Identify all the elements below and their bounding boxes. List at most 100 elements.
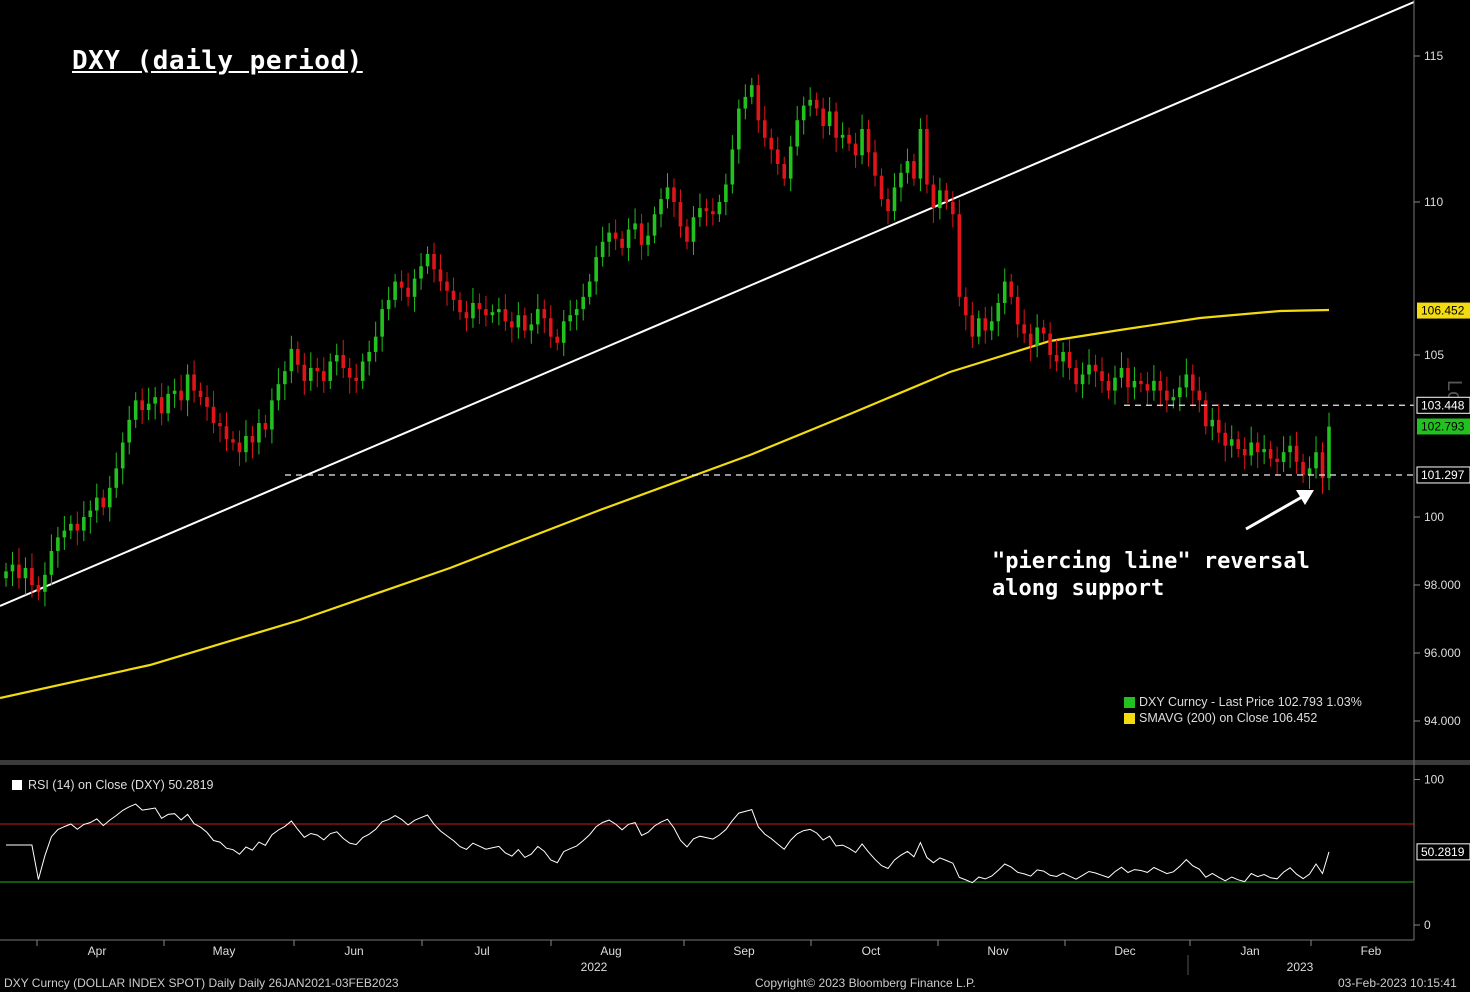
footer-copyright: Copyright© 2023 Bloomberg Finance L.P. <box>755 976 976 990</box>
legend-row-last-price[interactable]: DXY Curncy - Last Price 102.793 1.03% <box>1112 694 1362 710</box>
candle-body <box>1184 374 1189 388</box>
candle-body <box>970 315 975 337</box>
candle-body <box>172 390 177 394</box>
rsi-legend-label: RSI (14) on Close (DXY) 50.2819 <box>28 778 214 792</box>
annotation-line-2: along support <box>992 576 1165 601</box>
candle-body <box>30 568 34 585</box>
sma-200-line <box>0 308 1330 700</box>
price-tag-label: 106.452 <box>1421 304 1465 318</box>
rsi-panel: 100 0 50.2819 <box>0 766 1470 940</box>
candle-body <box>782 164 787 179</box>
candle-body <box>750 85 754 97</box>
candle-body <box>672 187 676 202</box>
candle-body <box>1216 419 1221 433</box>
candle-body <box>283 371 287 385</box>
candle-body <box>497 309 501 313</box>
price-tick-label: 98.000 <box>1424 578 1461 592</box>
candle-body <box>1009 281 1014 297</box>
month-label-apr: Apr <box>88 944 107 958</box>
price-tag-106-452: 106.452 <box>1417 302 1470 319</box>
price-tick-label: 115 <box>1424 49 1443 63</box>
price-tag-box <box>1417 418 1470 435</box>
candle-body <box>43 574 47 592</box>
candle-body <box>1307 468 1312 475</box>
annotation-text: "piercing line" reversal along support <box>992 548 1310 602</box>
month-label-nov: Nov <box>987 944 1008 958</box>
month-label-sep: Sep <box>733 944 755 958</box>
candle-body <box>393 281 397 300</box>
candle-body <box>983 318 988 331</box>
candle-body <box>659 199 663 215</box>
candle-body <box>263 423 268 430</box>
support-lines-layer <box>285 404 1414 476</box>
candle-body <box>873 152 877 176</box>
price-tag-101-297: 101.297 <box>1416 466 1470 484</box>
candle-body <box>471 302 475 319</box>
candle-body <box>976 318 981 337</box>
candle-body <box>853 143 858 156</box>
candle-body <box>458 299 462 313</box>
candle-body <box>432 254 436 270</box>
footer-security: DXY Curncy (DOLLAR INDEX SPOT) Daily Dai… <box>4 976 399 990</box>
candles-layer <box>4 74 1331 607</box>
candle-body <box>1054 355 1059 362</box>
candle-body <box>1275 458 1279 462</box>
candle-body <box>4 571 8 579</box>
candle-body <box>438 269 443 282</box>
candle-body <box>445 281 449 291</box>
rsi-line <box>5 803 1330 884</box>
rsi-legend[interactable]: RSI (14) on Close (DXY) 50.2819 <box>12 778 214 792</box>
candle-body <box>36 585 41 592</box>
candle-body <box>179 390 183 401</box>
price-tick-label: 96.000 <box>1424 646 1461 660</box>
candle-body <box>548 318 553 337</box>
candle-body <box>652 214 657 236</box>
candle-body <box>82 517 86 531</box>
candle-body <box>1165 390 1169 401</box>
candle-body <box>665 187 670 200</box>
arrow-shaft <box>1245 495 1303 531</box>
candle-body <box>49 551 54 575</box>
candle-body <box>56 537 60 551</box>
month-label-jul: Jul <box>474 944 489 958</box>
year-label-2023: 2023 <box>1287 960 1314 974</box>
month-label-feb: Feb <box>1361 944 1382 958</box>
candle-body <box>879 175 884 200</box>
candle-body <box>192 374 196 391</box>
candle-body <box>600 241 605 258</box>
candle-body <box>944 190 949 202</box>
candle-body <box>75 523 80 531</box>
candle-body <box>159 397 164 414</box>
price-legend: DXY Curncy - Last Price 102.793 1.03% SM… <box>1112 694 1362 726</box>
candle-body <box>1028 333 1033 346</box>
candle-body <box>594 257 598 282</box>
candle-body <box>296 348 300 365</box>
legend-row-sma[interactable]: SMAVG (200) on Close 106.452 <box>1112 710 1362 726</box>
candle-body <box>94 497 99 511</box>
sma-200-layer <box>0 308 1330 700</box>
legend-sma-label: SMAVG (200) on Close 106.452 <box>1139 711 1318 725</box>
candle-body <box>951 202 955 215</box>
rsi-tag-box <box>1416 843 1470 861</box>
candle-body <box>762 120 767 138</box>
candle-body <box>198 390 203 398</box>
candle-body <box>691 217 696 242</box>
candle-body <box>1080 374 1085 385</box>
candle-body <box>1087 364 1091 375</box>
candle-body <box>821 108 825 127</box>
candle-body <box>989 321 994 331</box>
candle-body <box>918 129 923 179</box>
candle-body <box>354 377 359 381</box>
candle-body <box>795 120 800 147</box>
candle-body <box>321 371 326 381</box>
candle-body <box>905 161 910 173</box>
candle-body <box>808 99 812 106</box>
rsi-tick-label: 100 <box>1424 773 1444 787</box>
candle-body <box>925 129 929 185</box>
candle-body <box>1139 380 1143 385</box>
candle-body <box>1048 333 1052 355</box>
price-tag-box <box>1417 302 1470 319</box>
candle-body <box>996 302 1001 322</box>
month-label-jun: Jun <box>344 944 363 958</box>
candle-body <box>114 468 119 488</box>
